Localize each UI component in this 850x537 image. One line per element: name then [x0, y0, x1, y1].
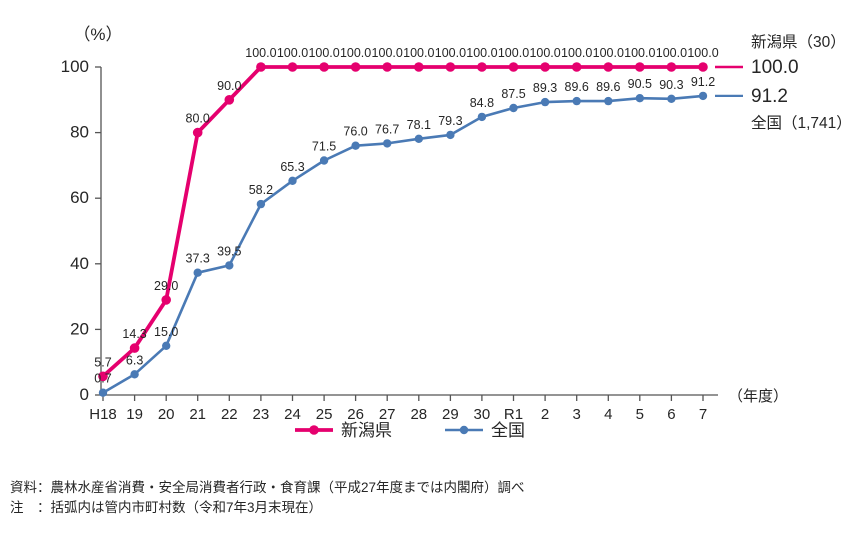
svg-text:100.0: 100.0 — [751, 57, 799, 78]
svg-text:100.0: 100.0 — [593, 46, 624, 60]
svg-text:0.7: 0.7 — [94, 372, 111, 386]
svg-text:78.1: 78.1 — [407, 118, 431, 132]
svg-text:14.3: 14.3 — [122, 327, 146, 341]
svg-text:100.0: 100.0 — [277, 46, 308, 60]
svg-text:100.0: 100.0 — [466, 46, 497, 60]
svg-text:84.8: 84.8 — [470, 96, 494, 110]
svg-text:100.0: 100.0 — [687, 46, 718, 60]
svg-text:新潟県（30）: 新潟県（30） — [751, 33, 846, 51]
svg-text:90.5: 90.5 — [628, 77, 652, 91]
svg-text:89.6: 89.6 — [565, 80, 589, 94]
svg-text:79.3: 79.3 — [438, 114, 462, 128]
svg-text:（年度）: （年度） — [728, 388, 788, 405]
svg-text:5.7: 5.7 — [94, 355, 111, 369]
svg-text:80.0: 80.0 — [186, 112, 210, 126]
svg-text:91.2: 91.2 — [751, 86, 788, 107]
svg-text:71.5: 71.5 — [312, 140, 336, 154]
svg-text:全国（1,741）: 全国（1,741） — [751, 114, 850, 132]
svg-text:29.0: 29.0 — [154, 279, 178, 293]
svg-text:65.3: 65.3 — [280, 160, 304, 174]
svg-text:90.0: 90.0 — [217, 79, 241, 93]
svg-text:90.3: 90.3 — [659, 78, 683, 92]
svg-text:0: 0 — [80, 385, 89, 404]
svg-text:58.2: 58.2 — [249, 183, 273, 197]
svg-text:100: 100 — [61, 57, 89, 76]
svg-text:100.0: 100.0 — [624, 46, 655, 60]
svg-text:100.0: 100.0 — [308, 46, 339, 60]
svg-text:87.5: 87.5 — [501, 87, 525, 101]
svg-text:15.0: 15.0 — [154, 325, 178, 339]
svg-text:新潟県: 新潟県 — [341, 421, 392, 440]
svg-text:100.0: 100.0 — [656, 46, 687, 60]
svg-text:20: 20 — [70, 319, 89, 338]
svg-text:100.0: 100.0 — [435, 46, 466, 60]
svg-text:76.0: 76.0 — [343, 125, 367, 139]
svg-text:37.3: 37.3 — [186, 252, 210, 266]
svg-text:100.0: 100.0 — [245, 46, 276, 60]
svg-text:100.0: 100.0 — [529, 46, 560, 60]
svg-text:6.3: 6.3 — [126, 353, 143, 367]
svg-text:100.0: 100.0 — [372, 46, 403, 60]
svg-text:（%）: （%） — [73, 25, 122, 44]
svg-text:76.7: 76.7 — [375, 122, 399, 136]
svg-text:100.0: 100.0 — [561, 46, 592, 60]
svg-text:80: 80 — [70, 123, 89, 142]
svg-text:100.0: 100.0 — [340, 46, 371, 60]
svg-text:全国: 全国 — [491, 421, 525, 440]
svg-text:40: 40 — [70, 254, 89, 273]
svg-text:89.6: 89.6 — [596, 80, 620, 94]
svg-text:100.0: 100.0 — [498, 46, 529, 60]
svg-text:89.3: 89.3 — [533, 81, 557, 95]
svg-text:60: 60 — [70, 188, 89, 207]
svg-text:39.5: 39.5 — [217, 244, 241, 258]
svg-text:91.2: 91.2 — [691, 75, 715, 89]
svg-text:100.0: 100.0 — [403, 46, 434, 60]
